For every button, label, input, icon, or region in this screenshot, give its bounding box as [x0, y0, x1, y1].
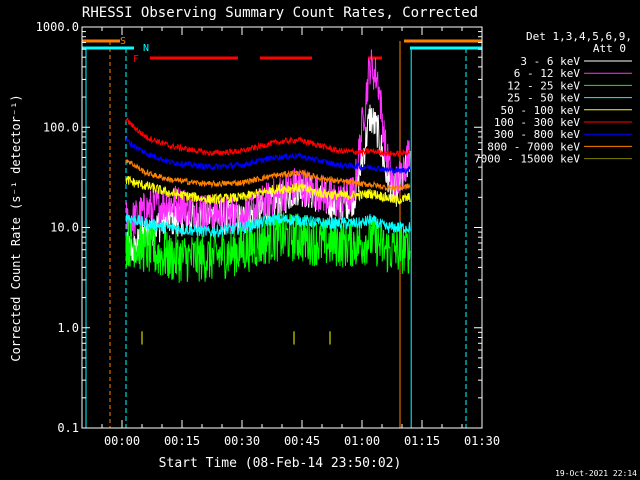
series-line	[125, 175, 411, 205]
legend-label: 6 - 12 keV	[514, 67, 581, 80]
x-tick-label: 00:30	[224, 434, 260, 448]
legend-label: 50 - 100 keV	[501, 104, 581, 117]
flare-label: F	[133, 54, 139, 65]
legend-label: 300 - 800 keV	[494, 128, 580, 141]
series-line	[125, 135, 411, 175]
x-tick-label: 01:00	[344, 434, 380, 448]
series-layer	[125, 49, 411, 345]
series-line	[125, 117, 411, 158]
legend-label: 25 - 50 keV	[507, 92, 580, 105]
y-axis: 0.1 1.0 10.0 100.0 1000.0	[36, 20, 482, 435]
legend-label: 100 - 300 keV	[494, 116, 580, 129]
legend-label: 7000 - 15000 keV	[474, 153, 580, 166]
x-tick-label: 01:30	[464, 434, 500, 448]
legend-header-2: Att 0	[593, 42, 626, 55]
y-tick-label: 0.1	[57, 421, 79, 435]
chart-title: RHESSI Observing Summary Count Rates, Co…	[82, 5, 478, 21]
x-axis-label: Start Time (08-Feb-14 23:50:02)	[159, 456, 402, 471]
y-axis-label: Corrected Count Rate (s⁻¹ detector⁻¹)	[9, 94, 23, 361]
y-tick-label: 10.0	[50, 221, 79, 235]
x-axis: 00:00 00:15 00:30 00:45 01:00 01:15 01:30	[81, 27, 500, 448]
series-line	[125, 49, 411, 238]
series-line	[125, 213, 411, 239]
y-tick-label: 1000.0	[36, 20, 79, 34]
x-tick-label: 00:00	[104, 434, 140, 448]
series-line	[125, 212, 411, 283]
y-tick-label: 100.0	[43, 120, 79, 134]
legend-label: 12 - 25 keV	[507, 79, 580, 92]
x-tick-label: 01:15	[404, 434, 440, 448]
night-label: N	[143, 43, 149, 54]
legend-header-1: Det 1,3,4,5,6,9,	[526, 30, 632, 43]
x-tick-label: 00:15	[164, 434, 200, 448]
y-tick-label: 1.0	[57, 321, 79, 335]
timestamp: 19-Oct-2021 22:14	[555, 469, 637, 478]
saa-label: S	[120, 36, 126, 47]
series-line	[125, 159, 411, 193]
x-tick-label: 00:45	[284, 434, 320, 448]
legend-label: 800 - 7000 keV	[487, 140, 580, 153]
legend-label: 3 - 6 keV	[520, 55, 580, 68]
